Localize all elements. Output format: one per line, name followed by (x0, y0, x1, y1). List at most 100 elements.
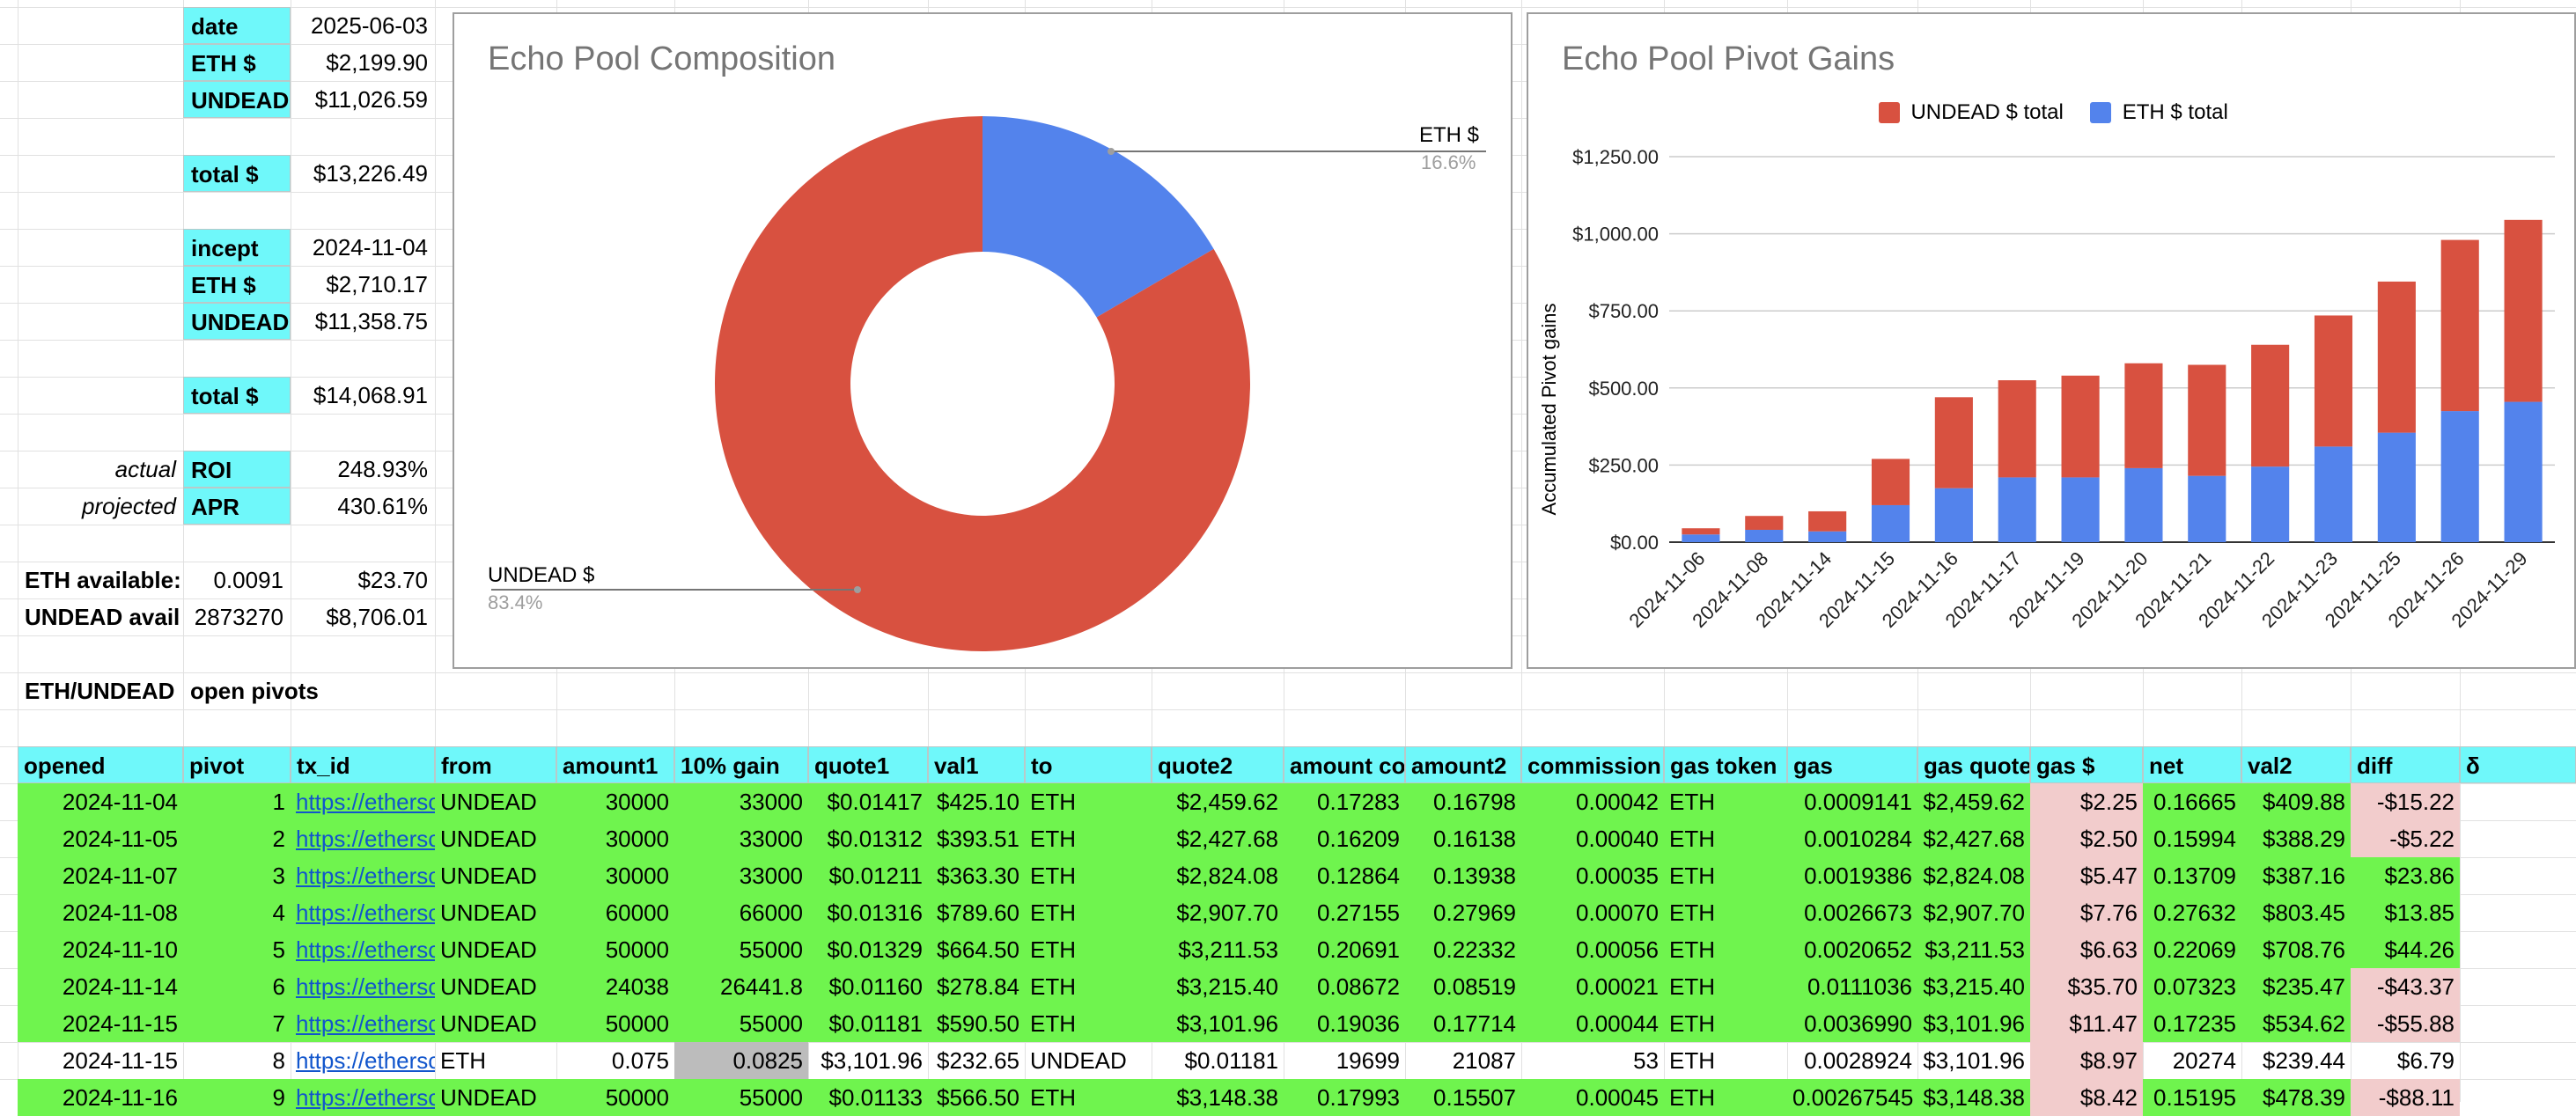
table-cell[interactable]: $664.50 (928, 931, 1025, 968)
table-header-cell[interactable]: amount co (1284, 746, 1405, 783)
table-cell[interactable]: 30000 (556, 783, 674, 820)
tx-link[interactable]: https://etherscan.io/tx/ (291, 857, 435, 894)
table-cell[interactable]: 21087 (1452, 1047, 1516, 1074)
table-cell[interactable]: ETH (1664, 783, 1787, 820)
table-header-cell[interactable]: amount2 (1405, 746, 1521, 783)
table-cell[interactable]: 0.08672 (1284, 968, 1405, 1005)
table-cell[interactable]: $534.62 (2241, 1005, 2351, 1042)
total-usd-value[interactable]: $13,226.49 (313, 160, 428, 187)
table-cell[interactable]: $2.50 (2030, 820, 2143, 857)
bar-undead-2024-11-26[interactable] (2440, 239, 2479, 412)
table-cell[interactable]: 0.22069 (2143, 931, 2241, 968)
table-cell[interactable]: $8.42 (2030, 1079, 2143, 1116)
table-header-cell[interactable]: gas token (1664, 746, 1787, 783)
table-cell[interactable]: 3 (183, 857, 291, 894)
tx-link[interactable]: https://etherscan.io/tx/ (291, 968, 435, 1005)
table-cell[interactable]: 0.13938 (1405, 857, 1521, 894)
table-cell[interactable]: $35.70 (2030, 968, 2143, 1005)
table-cell[interactable]: 0.16798 (1405, 783, 1521, 820)
tx-link[interactable]: https://etherscan.io/tx/ (291, 783, 435, 820)
table-cell[interactable]: $5.47 (2030, 857, 2143, 894)
table-cell[interactable]: 33000 (674, 857, 808, 894)
table-cell[interactable]: 55000 (674, 1005, 808, 1042)
incept-eth-label[interactable]: ETH $ (183, 266, 291, 303)
table-cell[interactable]: $3,215.40 (1917, 968, 2030, 1005)
table-cell[interactable]: 50000 (556, 1005, 674, 1042)
table-cell[interactable]: 7 (183, 1005, 291, 1042)
table-cell[interactable]: 0.0026673 (1787, 894, 1917, 931)
table-header-cell[interactable]: quote2 (1152, 746, 1284, 783)
eth-available-amount[interactable]: 0.0091 (213, 567, 283, 593)
table-cell[interactable]: $2,427.68 (1917, 820, 2030, 857)
undead-avail-usd[interactable]: $8,706.01 (326, 604, 428, 630)
table-cell[interactable]: $0.01133 (808, 1079, 928, 1116)
table-cell[interactable] (2460, 894, 2576, 931)
table-header-cell[interactable]: tx_id (291, 746, 435, 783)
table-cell[interactable]: 0.07323 (2143, 968, 2241, 1005)
table-cell[interactable]: 20274 (2172, 1047, 2236, 1074)
table-cell[interactable]: 0.16138 (1405, 820, 1521, 857)
table-cell[interactable]: $2,907.70 (1917, 894, 2030, 931)
table-cell[interactable]: 2024-11-15 (62, 1047, 178, 1074)
table-header-cell[interactable]: from (435, 746, 556, 783)
table-cell[interactable]: UNDEAD (435, 931, 556, 968)
tx-link[interactable]: https://etherscan.io/tx/ (296, 1047, 435, 1074)
bar-eth-2024-11-21[interactable] (2188, 475, 2226, 542)
table-cell[interactable]: $3,101.96 (821, 1047, 923, 1074)
undead-usd-label[interactable]: UNDEAD (183, 81, 291, 118)
table-cell[interactable] (2460, 1005, 2576, 1042)
table-cell[interactable] (2460, 968, 2576, 1005)
table-cell[interactable]: ETH (1664, 820, 1787, 857)
table-cell[interactable]: $7.76 (2030, 894, 2143, 931)
table-header-cell[interactable]: quote1 (808, 746, 928, 783)
table-cell[interactable]: 0.0036990 (1787, 1005, 1917, 1042)
table-cell[interactable]: $232.65 (937, 1047, 1019, 1074)
table-cell[interactable]: 0.0009141 (1787, 783, 1917, 820)
table-cell[interactable]: 0.17283 (1284, 783, 1405, 820)
bar-undead-2024-11-22[interactable] (2251, 344, 2290, 467)
bar-eth-2024-11-17[interactable] (1998, 477, 2036, 542)
table-cell[interactable]: $803.45 (2241, 894, 2351, 931)
table-cell[interactable]: $393.51 (928, 820, 1025, 857)
bar-undead-2024-11-25[interactable] (2377, 281, 2416, 433)
table-cell[interactable]: 0.27969 (1405, 894, 1521, 931)
table-cell[interactable]: 66000 (674, 894, 808, 931)
actual-label[interactable]: actual (114, 456, 176, 482)
table-cell[interactable]: 2024-11-14 (18, 968, 183, 1005)
table-cell[interactable]: $566.50 (928, 1079, 1025, 1116)
pie-chart[interactable]: Echo Pool Composition ETH $ 16.6% UNDEAD… (453, 12, 1512, 669)
bar-eth-2024-11-15[interactable] (1871, 504, 1910, 542)
table-cell[interactable]: 0.17714 (1405, 1005, 1521, 1042)
table-cell[interactable]: 0.17235 (2143, 1005, 2241, 1042)
table-cell[interactable]: ETH (1025, 894, 1152, 931)
table-cell[interactable]: UNDEAD (435, 783, 556, 820)
tx-link[interactable]: https://etherscan.io/tx/ (291, 931, 435, 968)
table-cell[interactable]: 2024-11-15 (18, 1005, 183, 1042)
table-cell[interactable] (2460, 1079, 2576, 1116)
table-cell[interactable]: $3,215.40 (1152, 968, 1284, 1005)
date-value[interactable]: 2025-06-03 (311, 12, 428, 39)
table-cell[interactable] (2460, 820, 2576, 857)
table-cell[interactable]: $0.01181 (808, 1005, 928, 1042)
table-cell[interactable]: UNDEAD (435, 968, 556, 1005)
table-cell[interactable]: UNDEAD (435, 894, 556, 931)
pie-slice-undead[interactable] (714, 116, 1250, 651)
table-cell[interactable]: $425.10 (928, 783, 1025, 820)
table-cell[interactable]: 0.00045 (1521, 1079, 1664, 1116)
undead-usd-value[interactable]: $11,026.59 (314, 86, 428, 113)
table-cell[interactable]: 0.0019386 (1787, 857, 1917, 894)
bar-eth-2024-11-20[interactable] (2124, 467, 2163, 542)
table-header-cell[interactable]: val1 (928, 746, 1025, 783)
table-cell[interactable]: 0.13709 (2143, 857, 2241, 894)
tx-link[interactable]: https://etherscan.io/tx/ (291, 1079, 435, 1116)
table-cell[interactable]: ETH (1664, 968, 1787, 1005)
table-cell[interactable]: -$88.11 (2351, 1079, 2460, 1116)
table-cell[interactable]: 0.0825 (674, 1042, 808, 1079)
table-cell[interactable]: 0.15507 (1405, 1079, 1521, 1116)
table-cell[interactable]: $590.50 (928, 1005, 1025, 1042)
incept-value[interactable]: 2024-11-04 (312, 234, 428, 261)
table-cell[interactable]: $2,824.08 (1152, 857, 1284, 894)
bar-undead-2024-11-06[interactable] (1682, 528, 1720, 535)
table-cell[interactable]: ETH (1025, 968, 1152, 1005)
table-cell[interactable]: $8.97 (2030, 1042, 2143, 1079)
